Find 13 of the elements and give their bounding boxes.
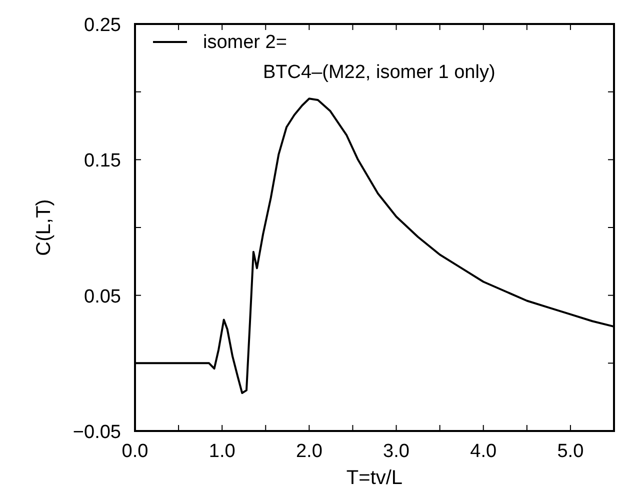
- x-tick-label: 5.0: [557, 441, 584, 462]
- x-tick-label: 4.0: [470, 441, 497, 462]
- legend-label: isomer 2= BTC4–(M22, isomer 1 only): [203, 32, 496, 83]
- x-axis-title: T=tv/L: [346, 467, 403, 489]
- x-tick-label: 3.0: [383, 441, 410, 462]
- x-tick-label: 2.0: [296, 441, 322, 462]
- y-tick-label: 0.05: [84, 286, 121, 308]
- y-tick-label: 0.25: [84, 15, 121, 36]
- y-axis-title: C(L,T): [33, 199, 55, 256]
- y-tick-label: 0.15: [84, 150, 121, 172]
- y-tick-label: −0.05: [72, 422, 121, 443]
- x-tick-label: 0.0: [122, 441, 148, 462]
- x-tick-label: 1.0: [208, 441, 236, 462]
